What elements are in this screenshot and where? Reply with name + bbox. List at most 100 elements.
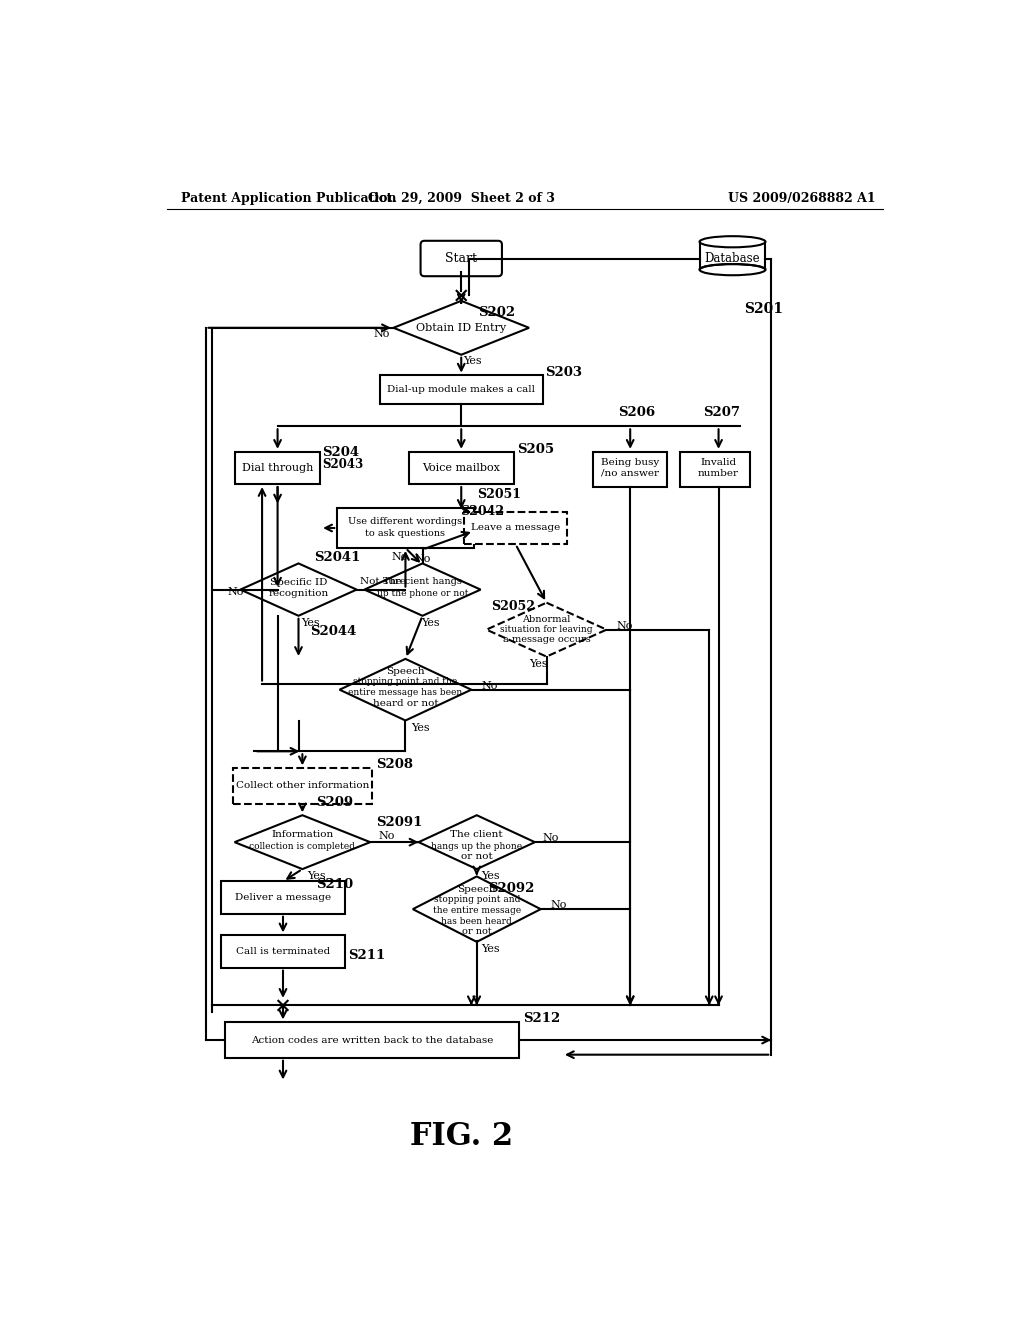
Text: S2052: S2052 <box>490 601 535 612</box>
Text: S203: S203 <box>545 366 582 379</box>
Text: S208: S208 <box>376 758 413 771</box>
Text: entire message has been: entire message has been <box>348 688 463 697</box>
Polygon shape <box>340 659 471 721</box>
Text: has been heard: has been heard <box>441 917 512 925</box>
Text: number: number <box>698 469 739 478</box>
Bar <box>380 375 543 404</box>
Bar <box>337 508 474 548</box>
Text: S2043: S2043 <box>323 458 364 471</box>
FancyBboxPatch shape <box>421 240 502 276</box>
Text: S205: S205 <box>517 444 554 455</box>
Text: recognition: recognition <box>268 589 329 598</box>
Text: Invalid: Invalid <box>700 458 736 467</box>
Text: the entire message: the entire message <box>433 907 521 915</box>
Text: Start: Start <box>445 252 477 265</box>
Text: S204: S204 <box>323 446 359 459</box>
Text: S212: S212 <box>523 1012 560 1026</box>
Text: a message occurs: a message occurs <box>503 635 591 644</box>
Text: Voice mailbox: Voice mailbox <box>422 463 500 473</box>
Text: /no answer: /no answer <box>601 469 659 478</box>
Text: Not sure: Not sure <box>360 577 407 586</box>
Text: No: No <box>543 833 559 843</box>
Polygon shape <box>241 564 356 615</box>
Bar <box>225 1022 519 1057</box>
Text: Dial-up module makes a call: Dial-up module makes a call <box>387 385 536 393</box>
Bar <box>593 451 668 487</box>
Text: FIG. 2: FIG. 2 <box>410 1121 513 1152</box>
Text: Dial through: Dial through <box>242 463 313 473</box>
Text: Deliver a message: Deliver a message <box>234 894 331 902</box>
Text: Yes: Yes <box>421 618 439 628</box>
Text: No: No <box>415 554 431 564</box>
Bar <box>221 936 345 968</box>
Bar <box>680 451 750 487</box>
Polygon shape <box>393 301 529 355</box>
Ellipse shape <box>699 236 765 247</box>
Polygon shape <box>234 816 371 869</box>
Text: S211: S211 <box>348 949 385 962</box>
Text: S2044: S2044 <box>310 626 356 639</box>
Text: Speech: Speech <box>458 884 496 894</box>
Text: US 2009/0268882 A1: US 2009/0268882 A1 <box>728 191 877 205</box>
Text: S2041: S2041 <box>314 550 360 564</box>
Text: Speech: Speech <box>386 667 425 676</box>
Text: S202: S202 <box>478 306 515 319</box>
Text: Yes: Yes <box>481 871 500 880</box>
Polygon shape <box>413 876 541 942</box>
Bar <box>234 451 321 484</box>
Text: S206: S206 <box>618 407 655 418</box>
Text: Abnormal: Abnormal <box>522 615 570 624</box>
Text: Being busy: Being busy <box>601 458 659 467</box>
Bar <box>232 768 372 804</box>
Text: Call is terminated: Call is terminated <box>236 946 330 956</box>
Text: S2091: S2091 <box>376 816 422 829</box>
Text: heard or not: heard or not <box>373 700 438 708</box>
Text: Use different wordings: Use different wordings <box>348 516 463 525</box>
Text: Yes: Yes <box>412 723 430 733</box>
Text: Action codes are written back to the database: Action codes are written back to the dat… <box>251 1036 494 1044</box>
Text: S2051: S2051 <box>477 488 521 502</box>
Bar <box>464 512 566 544</box>
Text: Yes: Yes <box>463 356 481 366</box>
Text: Yes: Yes <box>529 659 548 668</box>
Text: Information: Information <box>271 830 334 840</box>
Text: S210: S210 <box>316 878 353 891</box>
Text: up the phone or not: up the phone or not <box>377 589 468 598</box>
Text: S209: S209 <box>316 796 353 809</box>
Text: collection is completed: collection is completed <box>250 842 355 850</box>
Text: The client: The client <box>451 830 503 840</box>
Text: Patent Application Publication: Patent Application Publication <box>180 191 396 205</box>
Text: No: No <box>391 552 408 562</box>
Text: to ask questions: to ask questions <box>366 529 445 537</box>
Text: Collect other information: Collect other information <box>236 781 369 791</box>
Text: No: No <box>373 329 389 339</box>
Polygon shape <box>419 816 535 869</box>
Text: situation for leaving: situation for leaving <box>501 626 593 634</box>
Text: No: No <box>550 900 566 911</box>
Text: Yes: Yes <box>301 618 319 628</box>
Text: or not: or not <box>462 927 492 936</box>
Text: Obtain ID Entry: Obtain ID Entry <box>416 323 506 333</box>
Text: S2042: S2042 <box>460 504 504 517</box>
Text: No: No <box>481 681 498 690</box>
Text: No: No <box>378 832 394 841</box>
Text: S2092: S2092 <box>488 882 535 895</box>
Polygon shape <box>486 603 606 656</box>
Text: The cient hangs: The cient hangs <box>383 577 462 586</box>
Bar <box>409 451 514 484</box>
Text: Yes: Yes <box>307 871 326 880</box>
Text: No: No <box>616 620 633 631</box>
Polygon shape <box>365 564 480 615</box>
Text: No: No <box>227 587 244 597</box>
Text: hangs up the phone: hangs up the phone <box>431 842 522 850</box>
Text: stopping point and the: stopping point and the <box>353 677 458 686</box>
Text: Database: Database <box>705 252 760 265</box>
Text: or not: or not <box>461 851 493 861</box>
Text: stopping point and: stopping point and <box>433 895 520 904</box>
Bar <box>221 882 345 913</box>
Text: Oct. 29, 2009  Sheet 2 of 3: Oct. 29, 2009 Sheet 2 of 3 <box>368 191 555 205</box>
Text: S201: S201 <box>744 301 783 315</box>
Text: Specific ID: Specific ID <box>269 578 328 587</box>
Text: Yes: Yes <box>481 944 500 954</box>
Ellipse shape <box>699 264 765 276</box>
